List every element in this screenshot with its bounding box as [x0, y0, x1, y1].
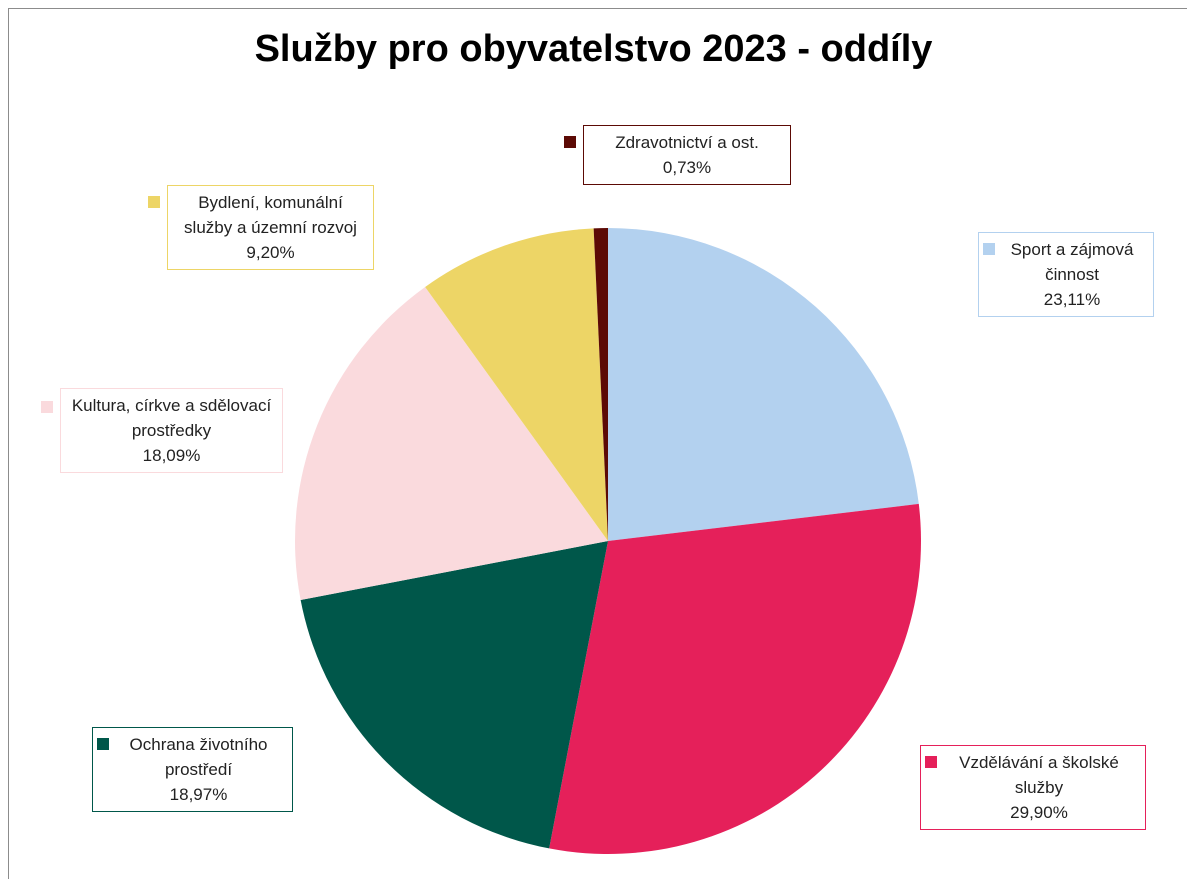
legend-key — [148, 196, 160, 208]
value-label: 0,73% — [662, 158, 712, 177]
value-label: 23,11% — [1043, 290, 1101, 309]
chart-frame — [8, 8, 1187, 879]
data-label: Vzdělávání a školské služby 29,90% — [920, 745, 1146, 830]
data-label: Ochrana životního prostředí 18,97% — [92, 727, 293, 812]
data-label: Sport a zájmová činnost 23,11% — [978, 232, 1154, 317]
category-label: Sport a zájmová činnost — [1010, 240, 1134, 284]
data-label: Bydlení, komunální služby a územní rozvo… — [148, 185, 374, 270]
pie-slice — [294, 286, 608, 601]
pie-slice — [425, 228, 608, 541]
legend-key — [925, 756, 937, 768]
category-label: Vzdělávání a školské služby — [959, 753, 1119, 797]
chart-title: Služby pro obyvatelstvo 2023 - oddíly — [254, 28, 933, 70]
category-label: Kultura, církve a sdělovací prostředky — [71, 396, 272, 440]
legend-key — [41, 401, 53, 413]
data-label: Kultura, církve a sdělovací prostředky 18… — [41, 388, 283, 473]
category-label: Zdravotnictví a ost. — [615, 133, 759, 152]
pie-slice — [549, 503, 921, 854]
value-label: 18,09% — [142, 446, 201, 465]
legend-key — [97, 738, 109, 750]
value-label: 29,90% — [1010, 803, 1068, 822]
pie-slice — [593, 228, 608, 541]
value-label: 9,20% — [246, 243, 295, 262]
legend-key — [564, 136, 576, 148]
category-label: Ochrana životního prostředí — [129, 735, 268, 779]
pie-slice — [300, 541, 608, 849]
value-label: 18,97% — [169, 785, 228, 804]
data-label: Zdravotnictví a ost. 0,73% — [564, 125, 791, 185]
legend-key — [983, 243, 995, 255]
pie-slice — [608, 228, 919, 541]
category-label: Bydlení, komunální služby a územní rozvo… — [184, 193, 357, 237]
